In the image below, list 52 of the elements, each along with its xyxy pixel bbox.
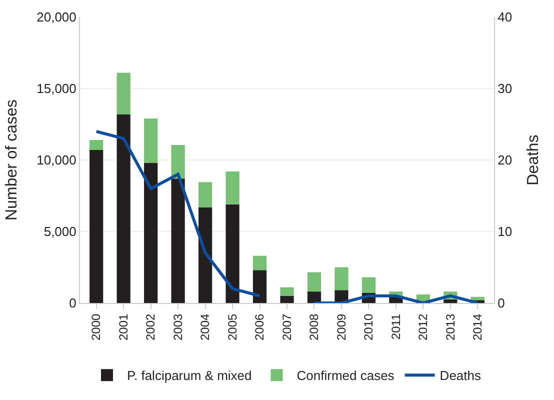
- y-tick-label: 0: [69, 296, 76, 311]
- bar: [226, 171, 240, 204]
- x-tick-label: 2014: [470, 313, 485, 341]
- bar: [144, 162, 158, 303]
- bar: [307, 272, 322, 292]
- x-tick-label: 2008: [307, 313, 322, 341]
- bar: [252, 270, 267, 303]
- x-tick-label: 2009: [334, 313, 348, 341]
- y-tick-label: 10,000: [36, 152, 76, 168]
- bar: [198, 182, 212, 208]
- legend-label: P. falciparum & mixed: [127, 368, 252, 384]
- x-tick-label: 2013: [443, 313, 458, 341]
- legend-label: Confirmed cases: [296, 368, 395, 384]
- x-tick-label: 2007: [280, 313, 294, 341]
- bar: [90, 140, 104, 150]
- bar: [280, 296, 294, 303]
- y2-tick-label: 30: [498, 81, 512, 96]
- legend-label: Deaths: [440, 368, 482, 384]
- bar: [444, 299, 458, 303]
- y-tick-label: 5,000: [44, 224, 76, 240]
- x-tick-label: 2005: [225, 313, 240, 341]
- bar: [362, 277, 376, 293]
- bar: [90, 150, 104, 303]
- x-tick-label: 2001: [116, 313, 130, 341]
- x-tick-label: 2012: [416, 313, 430, 341]
- bar: [116, 72, 130, 114]
- x-tick-label: 2000: [89, 313, 104, 341]
- bar: [144, 118, 158, 163]
- x-tick-label: 2010: [362, 313, 376, 341]
- bar: [307, 292, 322, 303]
- bar: [116, 114, 130, 303]
- y2-tick-label: 40: [498, 10, 512, 25]
- bar: [252, 256, 267, 270]
- bar: [334, 267, 348, 290]
- y-tick-label: 20,000: [36, 10, 76, 25]
- bar: [171, 178, 185, 303]
- x-tick-label: 2002: [144, 313, 158, 341]
- x-tick-label: 2003: [170, 313, 185, 341]
- y2-axis-title: Deaths: [524, 134, 542, 186]
- bar: [226, 204, 240, 303]
- y2-tick-label: 20: [498, 152, 512, 168]
- bar: [470, 296, 484, 300]
- x-tick-label: 2006: [252, 313, 267, 341]
- x-tick-label: 2011: [388, 313, 403, 340]
- bar: [171, 144, 185, 179]
- y-tick-label: 15,000: [36, 81, 76, 96]
- bar: [198, 207, 212, 303]
- bar: [280, 287, 294, 296]
- y2-tick-label: 10: [498, 224, 512, 240]
- x-tick-label: 2004: [198, 313, 212, 341]
- y-axis-title: Number of cases: [4, 100, 21, 220]
- y2-tick-label: 0: [498, 296, 505, 311]
